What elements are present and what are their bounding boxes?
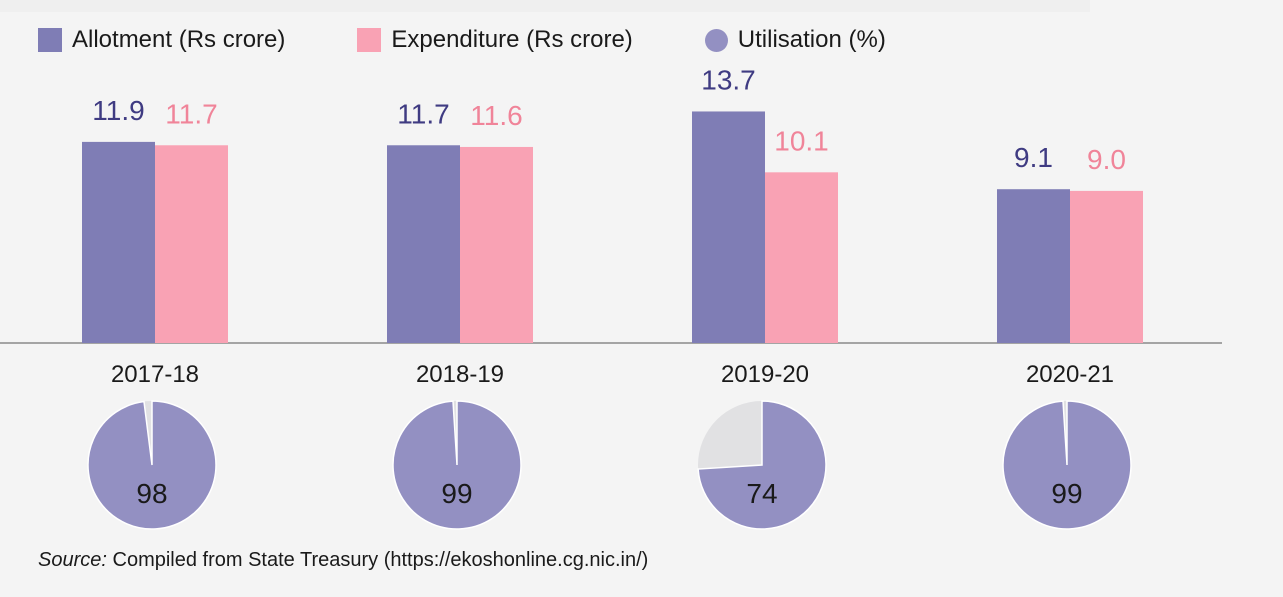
source-text: Compiled from State Treasury (https://ek… [112,549,649,571]
expenditure-data-label: 11.6 [470,100,522,131]
category-tick-label: 2019-20 [721,361,809,388]
top-strip [0,0,1090,12]
utilisation-pie-slice [392,400,522,530]
allotment-bar [387,145,460,343]
utilisation-pie-label: 99 [1051,478,1082,509]
expenditure-data-label: 10.1 [774,125,829,156]
allotment-bar [997,189,1070,343]
expenditure-bar [460,146,533,343]
category-tick-label: 2020-21 [1026,361,1114,388]
legend-item-allotment: Allotment (Rs crore) [38,26,285,54]
expenditure-data-label: 11.7 [165,98,217,129]
chart-legend: Allotment (Rs crore) Expenditure (Rs cro… [38,22,958,58]
allotment-data-label: 11.7 [397,98,449,129]
utilisation-pie-label: 99 [441,478,472,509]
expenditure-bar [155,145,228,343]
source-note: Source: Compiled from State Treasury (ht… [38,549,648,572]
legend-item-utilisation: Utilisation (%) [704,26,886,54]
expenditure-bar [765,172,838,343]
utilisation-pie-label: 74 [746,478,777,509]
allotment-data-label: 13.7 [701,64,756,95]
utilisation-pie-slice [697,400,827,530]
source-prefix: Source: [38,549,107,571]
allotment-bar [692,111,765,343]
expenditure-data-label: 9.0 [1087,144,1126,175]
allotment-data-label: 9.1 [1014,142,1053,173]
utilisation-swatch-icon [704,28,728,52]
category-tick-label: 2018-19 [416,361,504,388]
allotment-data-label: 11.9 [92,95,144,126]
expenditure-bar [1070,190,1143,343]
legend-label-utilisation: Utilisation (%) [737,26,886,53]
utilisation-pie-slice [1002,400,1132,530]
allotment-swatch-icon [38,28,62,52]
legend-label-allotment: Allotment (Rs crore) [72,26,286,53]
utilisation-pie-label: 98 [136,478,167,509]
legend-item-expenditure: Expenditure (Rs crore) [357,26,633,54]
utilisation-pie-slice [87,400,217,530]
allotment-bar [82,141,155,343]
expenditure-swatch-icon [357,28,382,52]
legend-label-expenditure: Expenditure (Rs crore) [391,26,633,53]
category-tick-label: 2017-18 [111,361,199,388]
